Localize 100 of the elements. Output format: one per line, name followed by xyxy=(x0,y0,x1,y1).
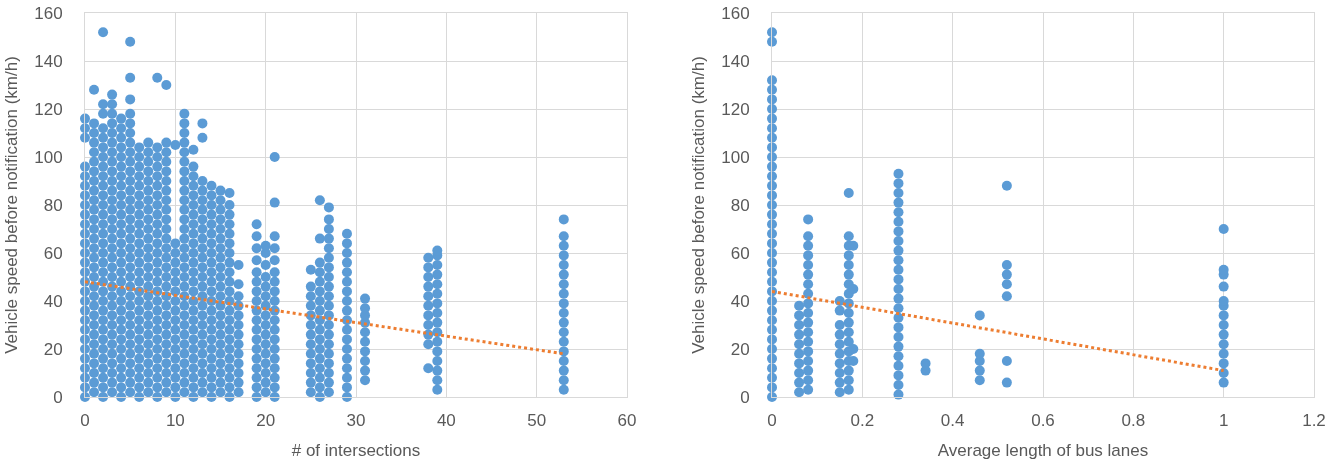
point xyxy=(323,202,334,213)
point xyxy=(224,334,235,345)
point xyxy=(179,137,190,148)
point xyxy=(170,267,181,278)
point xyxy=(125,108,136,119)
point xyxy=(260,348,271,359)
point xyxy=(197,185,208,196)
point xyxy=(323,348,334,359)
point xyxy=(170,372,181,383)
y-tick-label: 120 xyxy=(34,99,63,119)
point xyxy=(125,387,136,398)
point xyxy=(233,339,244,350)
point xyxy=(323,291,334,302)
point xyxy=(197,195,208,206)
point xyxy=(89,262,100,273)
point xyxy=(767,152,777,162)
point xyxy=(893,245,904,256)
point xyxy=(89,348,100,359)
point xyxy=(125,368,136,378)
x-axis-title: # of intersections xyxy=(291,440,421,460)
point xyxy=(107,195,118,206)
point xyxy=(197,118,208,129)
y-tick-label: 140 xyxy=(721,51,750,71)
point xyxy=(206,353,217,364)
point xyxy=(215,339,226,350)
point xyxy=(341,228,352,239)
point xyxy=(152,276,163,287)
point xyxy=(251,296,262,306)
point xyxy=(803,375,814,386)
point xyxy=(98,228,109,239)
point xyxy=(305,291,316,302)
point xyxy=(206,382,217,393)
point xyxy=(224,363,235,374)
point xyxy=(98,190,109,201)
point xyxy=(558,279,569,290)
point xyxy=(423,272,434,282)
point xyxy=(224,305,235,316)
point xyxy=(206,372,217,383)
point xyxy=(558,240,569,251)
point xyxy=(341,276,352,287)
point xyxy=(116,180,127,191)
point xyxy=(161,214,172,225)
point xyxy=(98,142,109,153)
point xyxy=(134,180,145,191)
point xyxy=(269,231,280,242)
point xyxy=(314,276,325,287)
point xyxy=(558,269,569,280)
point xyxy=(206,276,217,287)
point xyxy=(224,382,235,393)
point xyxy=(323,281,334,292)
point xyxy=(161,348,172,359)
point xyxy=(152,257,163,268)
point xyxy=(89,156,100,167)
point xyxy=(423,363,434,374)
point xyxy=(1218,320,1229,330)
point xyxy=(179,243,190,254)
point xyxy=(269,243,280,254)
point xyxy=(269,334,280,345)
point xyxy=(224,276,235,287)
point xyxy=(206,248,217,258)
y-tick-label: 140 xyxy=(34,51,63,71)
point xyxy=(152,363,163,374)
point xyxy=(215,195,226,206)
point xyxy=(161,176,172,186)
point xyxy=(269,344,280,354)
point xyxy=(260,291,271,302)
point xyxy=(107,118,118,129)
point xyxy=(125,320,136,330)
point xyxy=(116,142,127,153)
point xyxy=(188,267,199,278)
point xyxy=(143,243,154,254)
point xyxy=(89,310,100,321)
point xyxy=(179,272,190,282)
point xyxy=(893,178,904,189)
point xyxy=(89,128,100,138)
point xyxy=(152,142,163,153)
point xyxy=(323,214,334,225)
point xyxy=(305,348,316,359)
x-tick-label: 0 xyxy=(80,411,90,431)
point xyxy=(432,260,443,270)
point xyxy=(188,219,199,230)
point xyxy=(260,387,271,398)
point xyxy=(107,272,118,282)
point xyxy=(893,226,904,237)
point xyxy=(341,392,352,402)
point xyxy=(834,339,845,350)
x-tick-label: 20 xyxy=(256,411,276,431)
point xyxy=(251,372,262,383)
point xyxy=(843,327,854,338)
point xyxy=(143,147,154,158)
point xyxy=(125,233,136,244)
point xyxy=(98,99,109,110)
point xyxy=(161,252,172,263)
point xyxy=(134,161,145,172)
point xyxy=(125,166,136,177)
point xyxy=(893,188,904,198)
point xyxy=(360,327,371,338)
point xyxy=(134,372,145,383)
point xyxy=(143,377,154,388)
point xyxy=(125,339,136,350)
